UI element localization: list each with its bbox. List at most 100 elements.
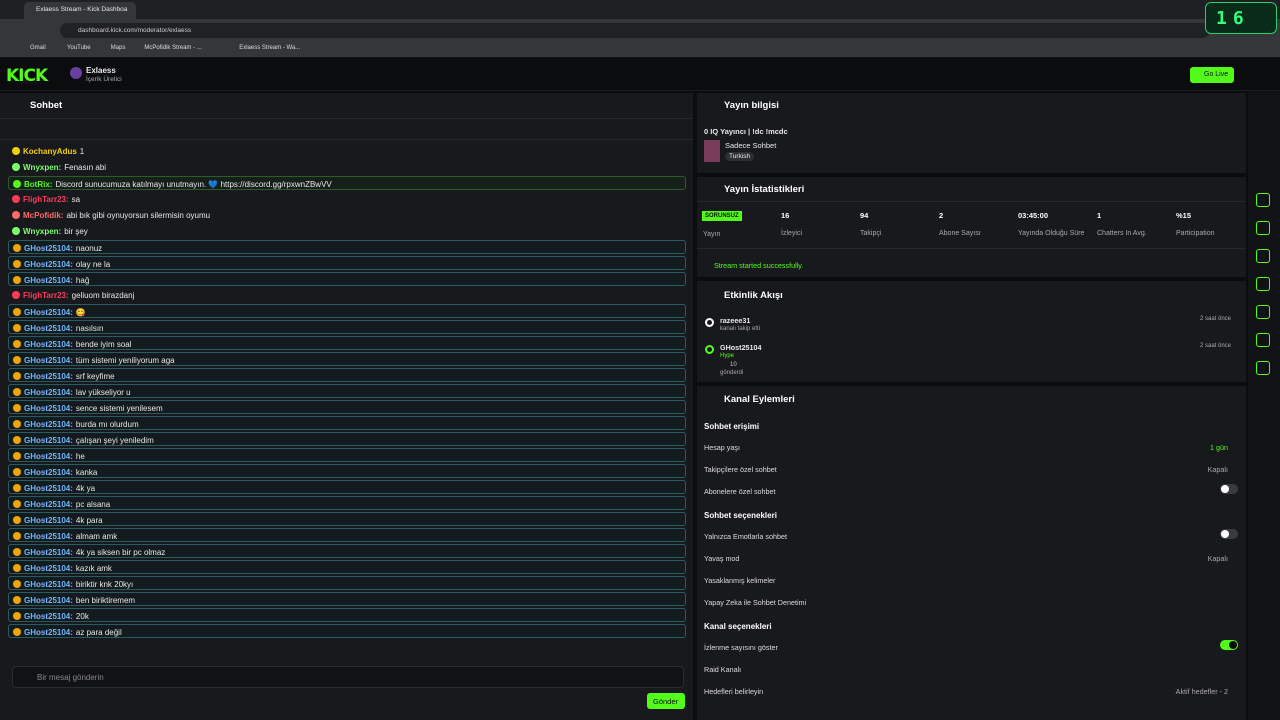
username[interactable]: GHost25104: [24,276,73,285]
activity-panel [697,281,1246,382]
chat-input[interactable]: Bir mesaj gönderin [12,666,684,688]
chat-message: GHost25104: 20k [8,608,686,622]
message-text: 😋 [75,308,86,317]
username[interactable]: GHost25104: [24,564,73,573]
bookmark[interactable]: Exlaess Stream - Wa... [239,45,301,51]
row-value: Kapalı [1207,465,1228,474]
message-text: burda mı olurdum [75,420,139,429]
action-row[interactable]: Yavaş mod Kapalı [704,554,1238,563]
username[interactable]: Wnyxpen: [23,227,62,236]
badge-icon [13,532,21,540]
action-row[interactable]: Takipçilere özel sohbet Kapalı [704,465,1238,474]
username[interactable]: GHost25104: [24,372,73,381]
username[interactable]: GHost25104: [24,484,73,493]
action-row[interactable]: Abonelere özel sohbet [704,484,1238,496]
action-row[interactable]: İzlenme sayısını göster [704,640,1238,652]
badge-icon [13,276,21,284]
bookmark[interactable]: Gmail [30,45,46,51]
logo[interactable]: KICK [6,66,48,86]
section-title: Sohbet seçenekleri [704,511,777,520]
browser-tab[interactable]: Exlaess Stream - Kick Dashboa [24,2,136,19]
row-label: Yavaş mod [704,554,740,563]
username[interactable]: GHost25104: [24,596,73,605]
chat-message: GHost25104: olay ne la [8,256,686,270]
username[interactable]: GHost25104: [24,404,73,413]
toggle[interactable] [1220,529,1238,539]
url[interactable]: dashboard.kick.com/moderator/exlaess [60,23,1210,38]
username[interactable]: GHost25104: [24,468,73,477]
badge-icon [12,227,20,235]
username[interactable]: GHost25104: [24,452,73,461]
username[interactable]: GHost25104: [24,356,73,365]
username[interactable]: GHost25104: [24,628,73,637]
username[interactable]: FlighTarr23: [23,291,69,300]
username[interactable]: McPofidik: [23,211,64,220]
username[interactable]: GHost25104: [24,308,73,317]
username[interactable]: KochanyAdus [23,147,77,156]
channel-name[interactable]: Exlaess [86,66,116,75]
username[interactable]: BotRix: [24,180,53,189]
toggle[interactable] [1220,484,1238,494]
stat: 16 İzleyici [781,211,861,237]
username[interactable]: GHost25104: [24,388,73,397]
bookmark[interactable]: Maps [110,45,126,51]
username[interactable]: GHost25104: [24,340,73,349]
action-row[interactable]: Yasaklanmış kelimeler [704,576,1238,585]
username[interactable]: GHost25104: [24,420,73,429]
stat: 2 Abone Sayısı [939,211,1019,237]
bookmark[interactable]: YouTube [67,45,91,51]
username[interactable]: GHost25104: [24,612,73,621]
sidebar-icon[interactable] [1256,193,1270,207]
badge-icon [13,324,21,332]
row-value: Aktif hedefler - 2 [1175,687,1228,696]
role: İçerik Üretici [86,76,122,83]
stat-value: 94 [860,211,869,220]
action-row[interactable]: Hedefleri belirleyin Aktif hedefler - 2 [704,687,1238,696]
username[interactable]: Wnyxpen: [23,163,62,172]
action-row[interactable]: Yapay Zeka ile Sohbet Denetimi [704,598,1238,607]
sidebar-icon[interactable] [1256,277,1270,291]
chat-message: GHost25104: biriktir knk 20kyı [8,576,686,590]
username[interactable]: GHost25104: [24,516,73,525]
username[interactable]: FlighTarr23: [23,195,69,204]
sidebar-icon[interactable] [1256,333,1270,347]
sidebar-icon[interactable] [1256,165,1270,179]
sidebar-icon[interactable] [1256,100,1270,114]
send-button[interactable]: Gönder [647,693,685,709]
activity-user[interactable]: razeee31 [720,316,751,325]
category-image [704,140,720,162]
message-text: srf keyfime [75,372,115,381]
sidebar-icon[interactable] [1256,361,1270,375]
message-text: sa [71,195,81,204]
go-live-button[interactable]: Go Live [1190,67,1234,83]
username[interactable]: GHost25104: [24,324,73,333]
username[interactable]: GHost25104: [24,532,73,541]
sidebar-icon[interactable] [1256,305,1270,319]
badge-icon [12,163,20,171]
stat-label: Takipçi [860,230,882,237]
action-row[interactable]: Raid Kanalı [704,665,1238,674]
chat-message: GHost25104: kazık amk [8,560,686,574]
username[interactable]: GHost25104: [24,500,73,509]
username[interactable]: GHost25104: [24,580,73,589]
username[interactable]: GHost25104: [24,436,73,445]
chat-message: GHost25104: srf keyfime [8,368,686,382]
activity-user[interactable]: GHost25104 [720,343,762,352]
category[interactable]: Sadece Sohbet [725,141,777,150]
bookmark[interactable]: McPofidik Stream - ... [144,45,202,51]
sidebar-icon[interactable] [1256,249,1270,263]
sidebar-icon[interactable] [1256,127,1270,141]
sidebar-icon[interactable] [1256,221,1270,235]
username[interactable]: GHost25104: [24,260,73,269]
stat-label: Yayında Olduğu Süre [1018,230,1085,237]
chat-message: GHost25104: tüm sistemi yeniliyorum aga [8,352,686,366]
activity-note: gönderdi [720,370,744,376]
chat-toolbar [0,118,693,140]
action-row[interactable]: Yalnızca Emotlarla sohbet [704,529,1238,541]
username[interactable]: GHost25104: [24,244,73,253]
chat-message: GHost25104: pc alsana [8,496,686,510]
action-row[interactable]: Hesap yaşı 1 gün [704,443,1238,452]
toggle[interactable] [1220,640,1238,650]
row-value: 1 gün [1210,443,1228,452]
username[interactable]: GHost25104: [24,548,73,557]
